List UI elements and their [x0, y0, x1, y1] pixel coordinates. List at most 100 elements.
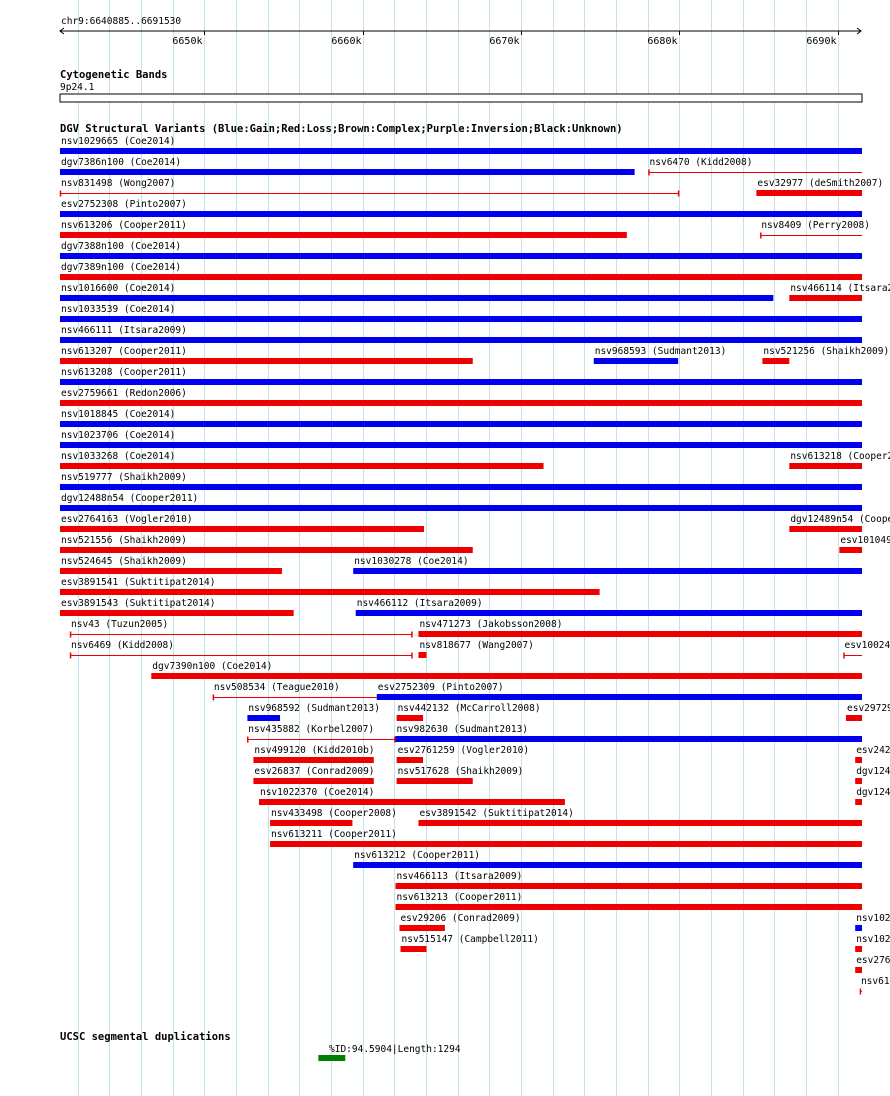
variant-feature[interactable]: esv26837 (Conrad2009) [253, 766, 375, 784]
variant-feature[interactable]: nsv442132 (McCarroll2008) [396, 703, 541, 721]
variant-feature[interactable]: esv1002421 [843, 640, 890, 659]
variant-bar[interactable] [418, 820, 862, 826]
variant-bar[interactable] [60, 463, 544, 469]
segdup-track[interactable]: UCSC segmental duplications %ID:94.5904|… [60, 1031, 461, 1061]
variant-feature[interactable]: esv3891542 (Suktitipat2014) [418, 808, 862, 826]
variant-feature[interactable]: nsv613218 (Cooper2011) [789, 451, 890, 469]
variant-bar[interactable] [789, 526, 862, 532]
variant-bar[interactable] [855, 778, 862, 784]
variant-feature[interactable]: nsv1016600 (Coe2014) [60, 283, 774, 301]
variant-feature[interactable]: esv3891543 (Suktitipat2014) [60, 598, 294, 616]
variant-feature[interactable]: esv2422 [855, 745, 890, 763]
variant-bar[interactable] [60, 316, 862, 322]
variant-feature[interactable]: dgv124 [855, 766, 890, 784]
variant-bar[interactable] [60, 253, 862, 259]
variant-feature[interactable]: dgv7386n100 (Coe2014) [60, 157, 635, 175]
variant-bar[interactable] [60, 274, 862, 280]
variant-bar[interactable] [418, 652, 427, 658]
variant-bar[interactable] [855, 757, 862, 763]
variant-feature[interactable]: nsv466111 (Itsara2009) [60, 325, 862, 343]
variant-feature[interactable]: nsv524645 (Shaikh2009) [60, 556, 282, 574]
variant-feature[interactable]: nsv613211 (Cooper2011) [270, 829, 863, 847]
variant-feature[interactable]: nsv519777 (Shaikh2009) [60, 472, 862, 490]
variant-bar[interactable] [399, 925, 445, 931]
variant-bar[interactable] [60, 400, 862, 406]
variant-feature[interactable]: dgv12488n54 (Cooper2011) [60, 493, 862, 511]
variant-feature[interactable]: nsv466113 (Itsara2009) [395, 871, 862, 889]
variant-bar[interactable] [60, 337, 862, 343]
variant-bar[interactable] [855, 925, 862, 931]
variant-feature[interactable]: dgv7388n100 (Coe2014) [60, 241, 862, 259]
variant-bar[interactable] [60, 169, 635, 175]
variant-feature[interactable]: nsv1029665 (Coe2014) [60, 136, 862, 154]
variant-feature[interactable]: esv276 [855, 955, 890, 973]
variant-bar[interactable] [756, 190, 862, 196]
variant-feature[interactable]: dgv12489n54 (Cooper2011) [789, 514, 890, 532]
variant-feature[interactable]: nsv433498 (Cooper2008) [270, 808, 397, 826]
variant-bar[interactable] [60, 379, 862, 385]
variant-feature[interactable]: nsv1033268 (Coe2014) [60, 451, 544, 469]
variant-feature[interactable]: nsv613213 (Cooper2011) [395, 892, 862, 910]
variant-bar[interactable] [60, 568, 282, 574]
variant-bar[interactable] [762, 358, 790, 364]
variant-feature[interactable]: nsv613208 (Cooper2011) [60, 367, 862, 385]
variant-feature[interactable]: nsv43 (Tuzun2005) [69, 619, 413, 638]
variant-feature[interactable]: nsv982630 (Sudmant2013) [395, 724, 862, 742]
variant-bar[interactable] [60, 610, 294, 616]
variant-bar[interactable] [400, 946, 427, 952]
variant-bar[interactable] [270, 820, 353, 826]
variant-feature[interactable]: nsv471273 (Jakobsson2008) [418, 619, 862, 637]
variant-feature[interactable]: nsv1022370 (Coe2014) [258, 787, 565, 805]
variant-bar[interactable] [396, 778, 473, 784]
variant-bar[interactable] [247, 715, 281, 721]
variant-bar[interactable] [60, 421, 862, 427]
variant-bar[interactable] [60, 589, 600, 595]
cytoband-track[interactable]: Cytogenetic Bands 9p24.1 [59, 69, 863, 103]
variant-bar[interactable] [258, 799, 565, 805]
variant-feature[interactable]: nsv1018845 (Coe2014) [60, 409, 862, 427]
variant-bar[interactable] [855, 799, 862, 805]
variant-feature[interactable]: nsv521556 (Shaikh2009) [60, 535, 473, 553]
variant-bar[interactable] [60, 211, 862, 217]
variant-feature[interactable]: esv2764163 (Vogler2010) [60, 514, 424, 532]
variant-bar[interactable] [396, 715, 424, 721]
variant-feature[interactable]: esv3891541 (Suktitipat2014) [60, 577, 600, 595]
variant-feature[interactable]: nsv1023706 (Coe2014) [60, 430, 862, 448]
variant-bar[interactable] [60, 148, 862, 154]
variant-bar[interactable] [60, 547, 473, 553]
variant-feature[interactable]: nsv102 [855, 913, 890, 931]
variant-feature[interactable]: nsv515147 (Campbell2011) [400, 934, 539, 952]
segdup-feature[interactable] [318, 1055, 346, 1061]
variant-bar[interactable] [60, 505, 862, 511]
variant-feature[interactable]: esv2761259 (Vogler2010) [396, 745, 530, 763]
variant-bar[interactable] [270, 841, 863, 847]
variant-feature[interactable]: esv1010492 [839, 535, 890, 553]
variant-feature[interactable]: nsv521256 (Shaikh2009) [762, 346, 889, 364]
variant-feature[interactable]: esv2759661 (Redon2006) [60, 388, 862, 406]
variant-feature[interactable]: nsv466112 (Itsara2009) [355, 598, 862, 616]
variant-feature[interactable]: esv29206 (Conrad2009) [399, 913, 521, 931]
variant-feature[interactable]: nsv818677 (Wang2007) [418, 640, 534, 658]
variant-bar[interactable] [839, 547, 862, 553]
variant-bar[interactable] [355, 610, 862, 616]
variant-feature[interactable]: dgv124 [855, 787, 890, 805]
variant-feature[interactable]: nsv968593 (Sudmant2013) [593, 346, 727, 364]
variant-feature[interactable]: nsv466114 (Itsara2009) [789, 283, 890, 301]
variant-feature[interactable]: nsv613207 (Cooper2011) [60, 346, 473, 364]
variant-feature[interactable]: nsv61 [859, 976, 890, 995]
variant-feature[interactable]: nsv1030278 (Coe2014) [353, 556, 862, 574]
variant-bar[interactable] [353, 862, 862, 868]
variant-bar[interactable] [60, 442, 862, 448]
variant-bar[interactable] [376, 694, 862, 700]
variant-bar[interactable] [396, 757, 424, 763]
variant-bar[interactable] [846, 715, 862, 721]
variant-feature[interactable]: dgv7390n100 (Coe2014) [151, 661, 863, 679]
variant-bar[interactable] [789, 463, 862, 469]
variant-feature[interactable]: nsv1033539 (Coe2014) [60, 304, 862, 322]
variant-bar[interactable] [60, 295, 774, 301]
variant-feature[interactable]: nsv499120 (Kidd2010b) [253, 745, 375, 763]
variant-feature[interactable]: nsv6470 (Kidd2008) [648, 157, 862, 176]
cytoband-9p24-1[interactable] [59, 93, 863, 103]
variant-bar[interactable] [60, 232, 627, 238]
variant-feature[interactable]: nsv613212 (Cooper2011) [353, 850, 862, 868]
